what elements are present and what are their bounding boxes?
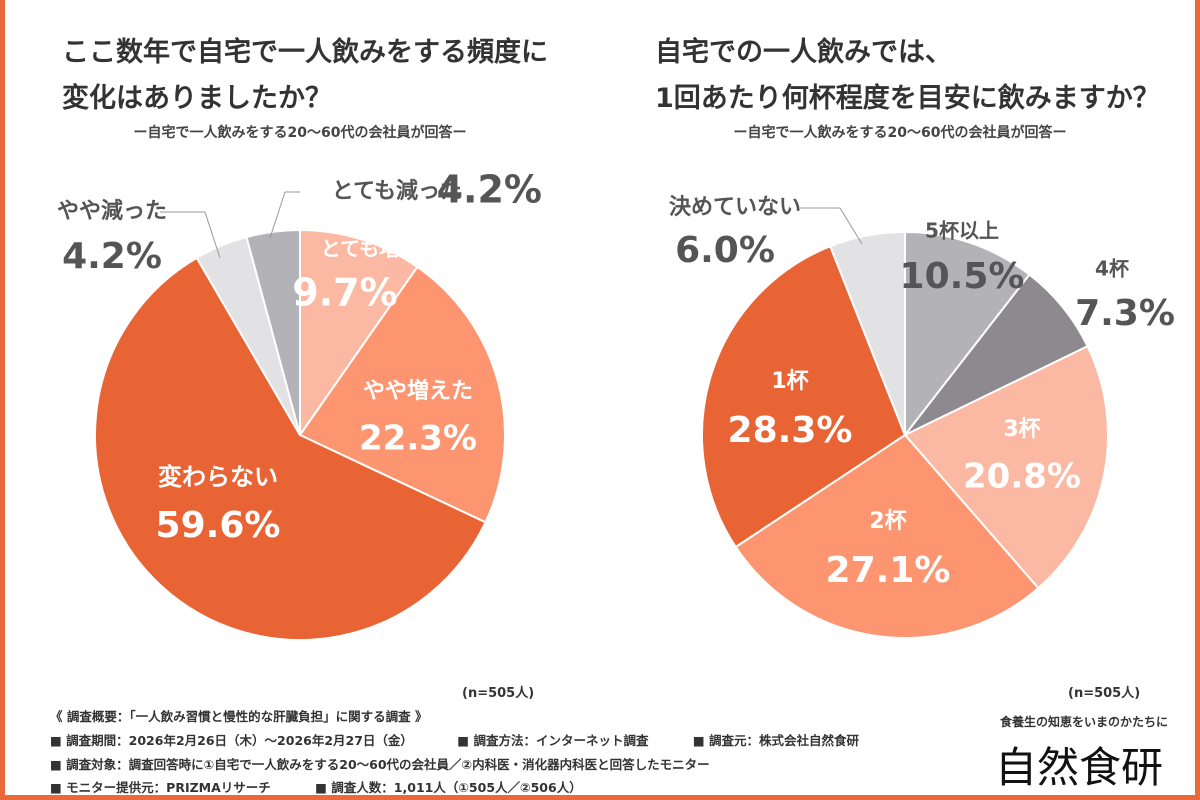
chart2-slice-label: 5杯以上 [925, 219, 999, 243]
chart1-value-label: 4.2% [437, 168, 542, 212]
chart1-value-label: 9.7% [292, 271, 397, 315]
survey-meta-row: ■ 調査期間：2026年2月26日（木）〜2026年2月27日（金） ■ 調査方… [50, 730, 899, 749]
chart1-slice-label: やや増えた [363, 378, 473, 404]
chart2-slice-label: 決めていない [669, 195, 801, 220]
chart2-value-label: 28.3% [728, 410, 853, 451]
chart2-subtitle: ー自宅で一人飲みをする20〜60代の会社員が回答ー [733, 125, 1067, 141]
chart1-title-line2: 変化はありましたか？ [62, 83, 332, 114]
chart1-value-label: 4.2% [62, 236, 162, 277]
survey-period: ■ 調査期間：2026年2月26日（木）〜2026年2月27日（金） [50, 733, 413, 748]
chart1-slice-label: とても増えた [321, 237, 439, 261]
chart2-slice-3 [734, 433, 1040, 639]
chart1-subtitle: ー自宅で一人飲みをする20〜60代の会社員が回答ー [133, 125, 467, 141]
chart1-slice-label: やや減った [57, 199, 167, 224]
chart2-slice-label: 4杯 [1095, 257, 1129, 281]
chart1-slice-2 [94, 256, 487, 641]
chart1-value-label: 59.6% [156, 505, 281, 546]
survey-source: ■ 調査元：株式会社自然食研 [692, 733, 859, 748]
chart2-slice-label: 2杯 [869, 509, 906, 534]
chart2-slice-label: 3杯 [1003, 417, 1040, 442]
survey-target: ■ 調査対象：調査回答時に①自宅で一人飲みをする20〜60代の会社員／②内科医・… [50, 757, 710, 772]
chart2-n-label: (n=505人) [1068, 686, 1141, 701]
survey-count: ■ 調査人数：1,011人（①505人／②506人） [315, 780, 582, 795]
chart1-slice-label: とても減った [332, 179, 462, 204]
chart2-slice-0 [904, 230, 1031, 438]
chart1-title: ここ数年で自宅で一人飲みをする頻度に 変化はありましたか？ [62, 30, 548, 122]
survey-method: ■ 調査方法：インターネット調査 [457, 733, 649, 748]
survey-provider: ■ モニター提供元：PRIZMAリサーチ [50, 780, 271, 795]
chart2-value-label: 20.8% [963, 457, 1081, 497]
chart2-leader-line [839, 207, 863, 245]
chart2-slice-5 [828, 230, 906, 436]
chart2-value-label: 10.5% [900, 256, 1025, 297]
chart2-title-line2: 1回あたり何杯程度を目安に飲みますか？ [655, 83, 1160, 114]
chart2-slice-label: 1杯 [771, 369, 808, 394]
chart2-value-label: 7.3% [1075, 293, 1175, 334]
survey-overview: 《 調査概要：「一人飲み習慣と慢性的な肝臓負担」に関する調査 》 [50, 709, 428, 724]
chart2-slice-2 [903, 344, 1110, 590]
chart2-title-line1: 自宅での一人飲みでは、 [655, 37, 952, 68]
chart2-slice-4 [701, 244, 907, 549]
brand-logo: 自然食研 [995, 743, 1164, 792]
chart1-slice-0 [299, 228, 419, 439]
survey-meta-row2: ■ モニター提供元：PRIZMAリサーチ ■ 調査人数：1,011人（①505人… [50, 777, 622, 796]
chart1-value-label: 22.3% [359, 419, 477, 459]
chart2-title: 自宅での一人飲みでは、 1回あたり何杯程度を目安に飲みますか？ [655, 30, 1160, 122]
chart2-value-label: 6.0% [675, 230, 775, 271]
chart1-slice-4 [245, 228, 301, 436]
chart1-n-label: (n=505人) [462, 686, 535, 701]
chart1-leader-line [269, 191, 286, 239]
chart1-slice-label: 変わらない [158, 463, 278, 491]
chart1-leader-line [204, 211, 221, 259]
chart1-title-line1: ここ数年で自宅で一人飲みをする頻度に [62, 37, 548, 68]
brand-tagline: 食養生の知恵をいまのかたちに [1000, 715, 1169, 729]
chart2-value-label: 27.1% [826, 550, 951, 591]
